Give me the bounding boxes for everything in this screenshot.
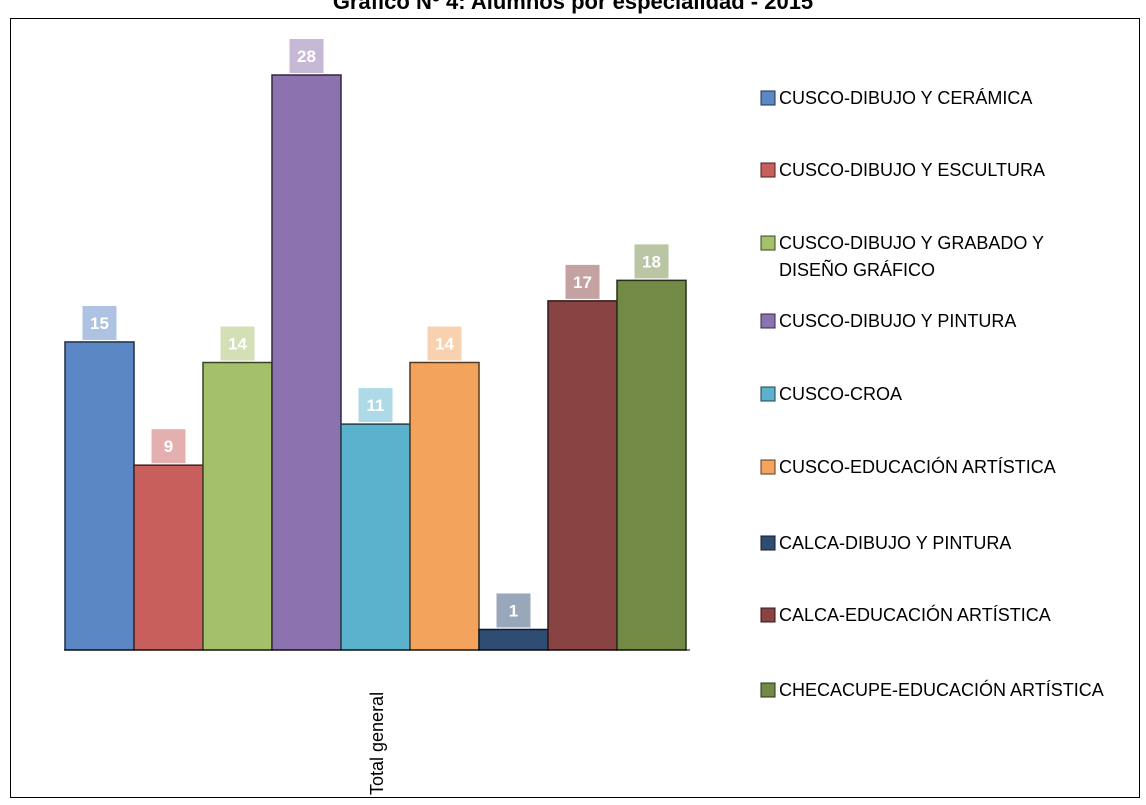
legend-swatch-series-8 (760, 607, 776, 623)
legend-swatch-series-1 (760, 90, 776, 106)
bar-series-2 (133, 464, 204, 651)
legend-label-series-1: CUSCO-DIBUJO Y CERÁMICA (779, 88, 1032, 108)
bar-series-6 (409, 361, 480, 651)
data-label-box-series-4 (289, 39, 324, 73)
legend-swatch-series-9 (760, 682, 776, 698)
legend-label-series-7: CALCA-DIBUJO Y PINTURA (779, 533, 1011, 553)
legend-label-series-8: CALCA-EDUCACIÓN ARTÍSTICA (779, 604, 1051, 625)
data-label-series-7: 1 (509, 601, 518, 620)
data-label-box-series-6 (427, 326, 462, 361)
data-label-series-1: 15 (90, 314, 109, 333)
bar-series-8 (547, 300, 618, 651)
data-label-series-5: 11 (367, 396, 385, 415)
legend-swatch-series-6 (760, 459, 776, 475)
data-label-box-series-1 (82, 305, 117, 340)
legend-label-series-2: CUSCO-DIBUJO Y ESCULTURA (779, 160, 1045, 180)
legend-label-series-6: CUSCO-EDUCACIÓN ARTÍSTICA (779, 456, 1056, 477)
data-label-series-9: 18 (642, 252, 661, 271)
legend: CUSCO-DIBUJO Y CERÁMICA CUSCO-DIBUJO Y ES… (760, 88, 1104, 700)
bar-series-1 (64, 341, 135, 651)
legend-swatch-series-7 (760, 535, 776, 551)
bar-series-3 (202, 361, 273, 651)
data-label-box-series-7 (496, 593, 531, 628)
legend-label-series-3: CUSCO-DIBUJO Y GRABADO Y DISEÑO GRÁFICO (779, 233, 1044, 280)
legend-swatch-series-3 (760, 235, 776, 251)
data-label-series-8: 17 (573, 273, 592, 292)
data-labels-group: 15 9 14 28 11 14 1 17 18 (82, 39, 669, 628)
legend-swatch-series-2 (760, 162, 776, 178)
data-label-box-series-9 (634, 244, 669, 279)
data-label-box-series-8 (565, 264, 600, 299)
legend-label-series-4: CUSCO-DIBUJO Y PINTURA (779, 311, 1016, 331)
legend-label-series-9: CHECACUPE-EDUCACIÓN ARTÍSTICA (779, 679, 1104, 700)
bar-series-7 (478, 628, 549, 651)
data-label-series-3: 14 (228, 335, 247, 354)
data-label-series-6: 14 (435, 335, 454, 354)
bars-group (64, 74, 687, 651)
legend-swatch-series-5 (760, 386, 776, 402)
bar-series-4 (271, 74, 342, 651)
data-label-box-series-3 (220, 326, 255, 361)
chart-title: Gráfico Nº 4: Alumnos por especialidad -… (332, 0, 814, 14)
data-label-series-2: 9 (164, 437, 173, 456)
legend-label-series-5: CUSCO-CROA (779, 384, 902, 404)
data-label-series-4: 28 (297, 47, 316, 66)
data-label-box-series-5 (358, 388, 393, 423)
bar-series-9 (616, 279, 687, 651)
data-label-box-series-2 (151, 429, 186, 464)
legend-swatch-series-4 (760, 313, 776, 329)
bar-series-5 (340, 423, 411, 651)
category-label: Total general (367, 692, 387, 795)
